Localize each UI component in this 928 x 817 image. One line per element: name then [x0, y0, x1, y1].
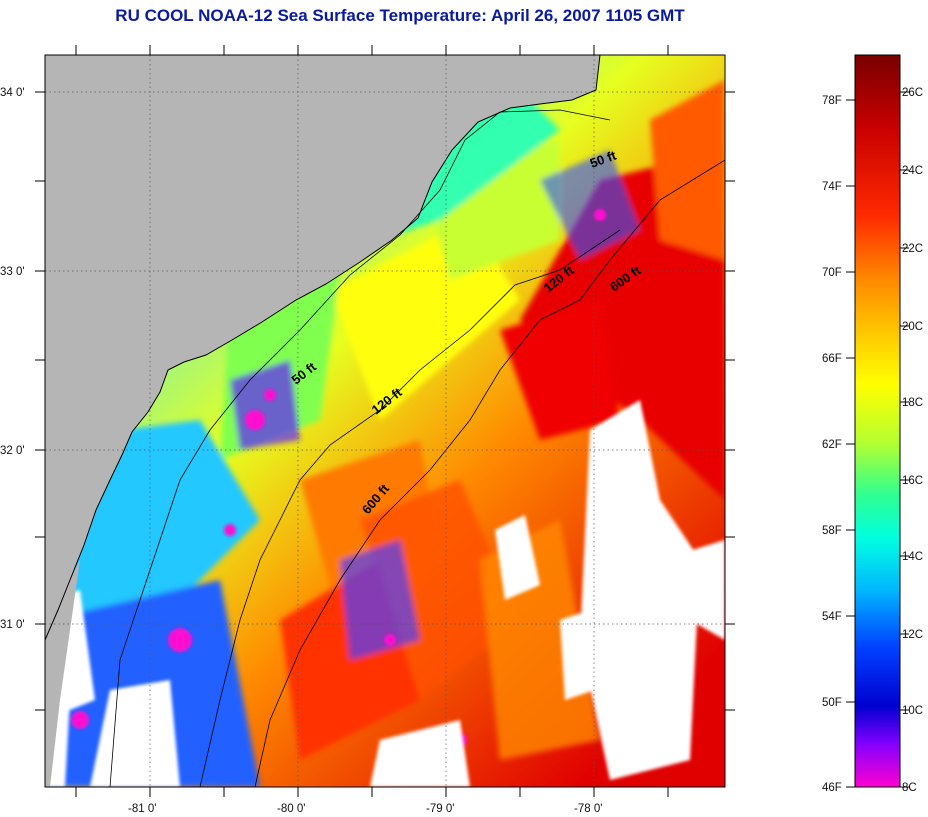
lat-tick-label: 32 0' — [0, 445, 25, 457]
colorbar-c-tick: 24C — [902, 165, 923, 177]
colorbar-c-tick: 8C — [902, 782, 917, 794]
lon-tick-label: -79 0' — [426, 803, 454, 815]
lat-tick-label: 31 0' — [0, 619, 25, 631]
colorbar-c-tick: 14C — [902, 551, 923, 563]
land-mass — [45, 55, 600, 640]
lon-tick-label: -78 0' — [574, 803, 602, 815]
temperature-patches — [45, 80, 725, 787]
colorbar-f-tick: 58F — [822, 525, 842, 537]
isobath-50ft — [109, 109, 611, 787]
lon-tick-label: -80 0' — [277, 803, 305, 815]
sst-map — [45, 55, 725, 787]
no-data-areas — [45, 70, 725, 787]
map-title: RU COOL NOAA-12 Sea Surface Temperature:… — [115, 6, 685, 25]
colorbar-f-tick: 46F — [822, 782, 842, 794]
colorbar-f-tick: 78F — [822, 95, 842, 107]
colorbar-c-tick: 26C — [902, 87, 923, 99]
colorbar-f-tick: 66F — [822, 353, 842, 365]
coastline — [45, 55, 601, 641]
lon-tick-label: -81 0' — [128, 803, 156, 815]
colorbar-c-tick: 18C — [902, 397, 923, 409]
colorbar-f-tick: 54F — [822, 611, 842, 623]
colorbar-gradient — [854, 54, 901, 788]
colorbar-c-tick: 16C — [902, 475, 923, 487]
colorbar-f-tick: 70F — [822, 267, 842, 279]
colorbar-c-tick: 22C — [902, 243, 923, 255]
colorbar-f-tick: 62F — [822, 439, 842, 451]
colorbar-c-tick: 12C — [902, 629, 923, 641]
map-frame: -81 0' -80 0' -79 0' -78 0' 34 0' 33 0' … — [0, 45, 735, 815]
colorbar-c-tick: 10C — [902, 705, 923, 717]
colorbar-f-tick: 74F — [822, 181, 842, 193]
colorbar-f-tick: 50F — [822, 697, 842, 709]
colorbar: 78F 74F 70F 66F 62F 58F 54F 50F 46F 26C … — [822, 54, 923, 794]
colorbar-c-tick: 20C — [902, 321, 923, 333]
isobath-120ft — [199, 229, 621, 787]
graticule — [45, 55, 725, 787]
lat-tick-label: 33 0' — [0, 266, 25, 278]
isobath-600ft — [254, 159, 725, 787]
lat-tick-label: 34 0' — [0, 87, 25, 99]
